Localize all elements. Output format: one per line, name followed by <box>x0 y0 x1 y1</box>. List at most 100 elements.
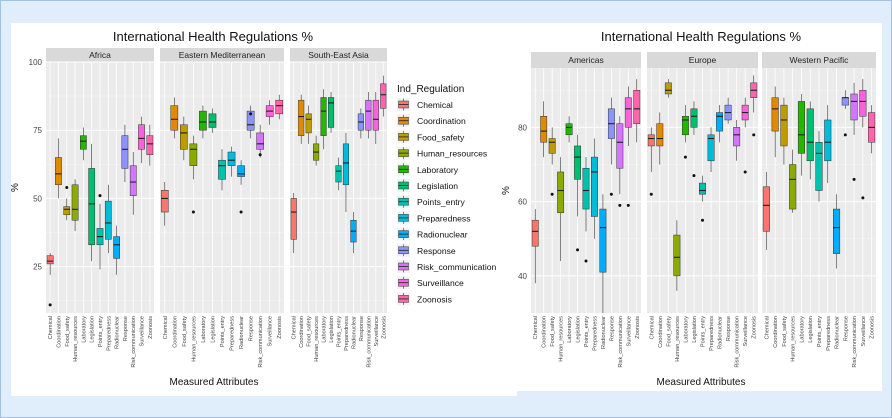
y-tick-label: 50 <box>33 194 42 203</box>
left-chart-title: International Health Regulations % <box>113 29 314 44</box>
box-body <box>55 157 62 186</box>
x-tick-label: Food_safety <box>65 316 71 347</box>
strip-background <box>531 52 641 68</box>
x-tick-label: Surveillance <box>861 316 867 346</box>
box-body <box>199 110 207 131</box>
x-tick-label: Surveillance <box>743 316 749 346</box>
box-body <box>690 108 698 128</box>
box-body <box>227 151 236 166</box>
box-surveillance <box>265 100 274 125</box>
strip-background <box>46 48 154 62</box>
legend-label: Laboratory <box>417 165 459 175</box>
x-tick-label: Response <box>726 316 732 341</box>
chart-1: % Measured Attributes 40 60 80 Americas Chemic… <box>501 52 876 388</box>
box-body <box>380 83 387 109</box>
x-tick-label: Points_entry <box>817 316 823 347</box>
box-body <box>574 145 581 180</box>
panel-western-pacific: Western Pacific Chemical Coordination Food_… <box>762 52 876 368</box>
box-coordination <box>55 138 62 199</box>
outlier-point <box>861 196 865 200</box>
legend-item-chemical: Chemical <box>397 98 453 111</box>
box-body <box>599 208 607 273</box>
box-body <box>305 113 312 134</box>
x-tick-label: Points_entry <box>584 316 590 347</box>
x-tick-label: Human_resources <box>559 316 565 362</box>
x-tick-label: Risk_communication <box>735 316 741 368</box>
x-tick-label: Zoonosis <box>381 316 387 339</box>
x-tick-label: Points_entry <box>337 316 343 347</box>
x-tick-label: Preparedness <box>592 316 598 351</box>
strip-label: Africa <box>89 50 111 60</box>
x-tick-label: Preparedness <box>106 316 112 351</box>
box-laboratory <box>199 105 207 139</box>
x-tick-label: Laboratory <box>799 316 805 343</box>
box-human_resources <box>557 157 565 262</box>
legend-label: Points_entry <box>417 197 465 207</box>
box-human_resources <box>313 135 320 166</box>
x-axis-title: Measured Attributes <box>657 377 746 388</box>
box-body <box>80 135 87 150</box>
x-tick-label: Points_entry <box>701 316 707 347</box>
x-tick-label: Points_entry <box>98 316 104 347</box>
box-legislation <box>574 134 581 252</box>
box-body <box>850 93 858 121</box>
panel-africa: Africa Chemical Coordination Food_safety Hum… <box>46 48 154 368</box>
x-tick-label: Risk_communication <box>258 316 264 368</box>
y-axis-title: % <box>10 183 21 192</box>
legend-label: Risk_communication <box>417 262 497 272</box>
x-tick-label: Legislation <box>90 316 96 343</box>
box-body <box>647 134 655 147</box>
box-body <box>707 134 715 162</box>
box-points_entry <box>582 157 590 263</box>
box-chemical <box>531 209 539 284</box>
x-tick-label: Coordination <box>658 316 664 348</box>
x-tick-label: Laboratory <box>81 316 87 343</box>
box-body <box>616 123 624 169</box>
box-body <box>824 119 832 162</box>
box-body <box>327 97 335 128</box>
outlier-point <box>618 203 622 207</box>
y-tick-label: 80 <box>518 123 527 132</box>
x-tick-label: Risk_communication <box>131 316 137 368</box>
legend-item-points_entry: Points_entry <box>397 195 465 209</box>
legend-label: Human_resources <box>417 149 487 159</box>
legend-item-response: Response <box>397 243 456 257</box>
box-body <box>138 124 145 150</box>
outlier-point <box>692 174 696 178</box>
box-risk_communication <box>850 82 858 181</box>
box-body <box>121 135 129 169</box>
box-zoonosis <box>750 75 758 137</box>
box-body <box>71 184 79 221</box>
box-coordination <box>298 94 305 144</box>
x-tick-label: Laboratory <box>322 316 328 343</box>
box-risk_communication <box>365 92 372 139</box>
box-body <box>104 200 112 240</box>
box-body <box>320 97 327 136</box>
box-body <box>565 123 573 136</box>
box-radionuclear <box>113 225 120 275</box>
box-laboratory <box>320 89 327 150</box>
x-tick-label: Chemical <box>292 316 298 339</box>
x-tick-label: Zoonosis <box>148 316 154 339</box>
x-tick-label: Zoonosis <box>870 316 876 339</box>
outlier-point <box>843 133 847 137</box>
panel-americas: Americas Chemical Coordination Food_safety H… <box>531 52 641 368</box>
legend-item-coordination: Coordination <box>397 114 466 128</box>
box-body <box>46 255 54 265</box>
strip-background <box>647 52 758 68</box>
outlier-point <box>609 192 613 196</box>
box-body <box>88 168 96 246</box>
box-risk_communication <box>256 124 264 158</box>
box-preparedness <box>342 132 350 213</box>
x-tick-label: Human_resources <box>73 316 79 362</box>
legend-label: Surveillance <box>417 278 464 288</box>
box-body <box>780 104 788 147</box>
box-body <box>699 182 706 195</box>
box-response <box>607 97 615 196</box>
box-body <box>208 113 217 128</box>
outlier-point <box>48 303 52 307</box>
box-body <box>170 105 179 131</box>
strip-background <box>160 48 284 62</box>
